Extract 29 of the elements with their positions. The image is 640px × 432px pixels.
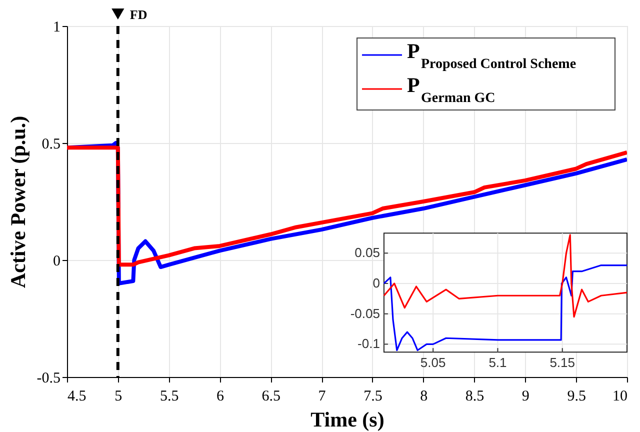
x-tick-label: 8 <box>420 388 428 404</box>
x-tick-label: 8.5 <box>465 388 484 404</box>
line-series <box>383 234 627 318</box>
x-tick-label: 5 <box>114 388 122 404</box>
x-tick-label: 9.5 <box>567 388 586 404</box>
x-tick-label: 5.1 <box>488 355 507 370</box>
legend-label: FD <box>130 7 148 22</box>
y-axis-title: Active Power (p.u.) <box>6 116 30 288</box>
x-tick-label: 5.15 <box>550 355 576 370</box>
x-tick-label: 7 <box>318 388 326 404</box>
y-tick-label: 0 <box>53 254 60 270</box>
y-tick-label: 1 <box>53 20 60 36</box>
x-tick-label: 6.5 <box>262 388 281 404</box>
y-tick-label: -0.1 <box>358 336 380 352</box>
x-tick-label: 10 <box>612 388 628 404</box>
y-tick-label: 0.05 <box>354 245 380 260</box>
x-tick-label: 9 <box>522 388 530 404</box>
x-tick-label: 7.5 <box>364 388 382 404</box>
x-tick-label: 5.5 <box>160 388 179 404</box>
y-tick-label: -0.05 <box>350 306 380 321</box>
x-tick-label: 5.05 <box>420 355 446 370</box>
x-tick-label: 4.5 <box>68 388 86 404</box>
x-tick-label: 6 <box>216 388 224 404</box>
line-series <box>67 146 627 267</box>
x-axis-title: Time (s) <box>310 408 384 432</box>
y-tick-label: -0.5 <box>36 370 60 386</box>
y-tick-label: 0.5 <box>42 136 60 152</box>
y-tick-label: 0 <box>372 275 380 290</box>
line-series <box>383 264 627 352</box>
